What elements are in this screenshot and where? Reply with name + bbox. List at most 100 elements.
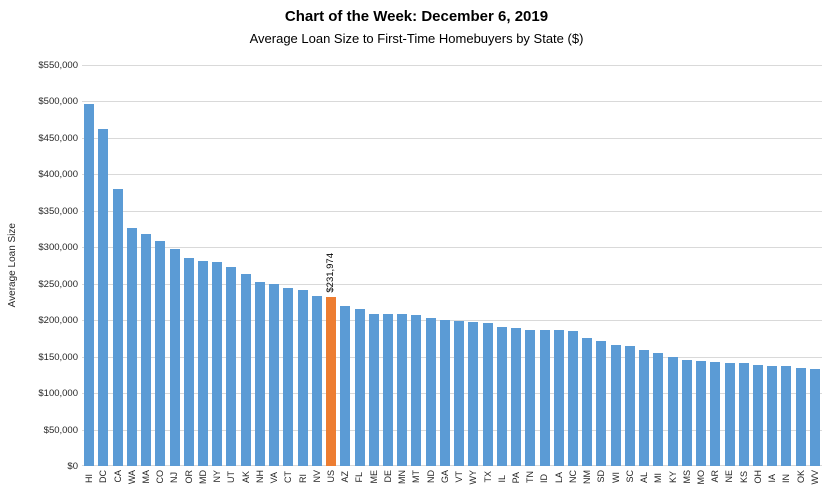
x-tick-label-WI: WI — [610, 472, 621, 483]
bar-MI — [653, 353, 664, 466]
bar-US — [326, 296, 337, 466]
x-tick-label-WV: WV — [809, 470, 820, 485]
bar-MA — [141, 234, 152, 466]
bar-KY — [667, 357, 678, 466]
bar-GA — [439, 320, 450, 466]
bar-CT — [283, 288, 294, 466]
bar-IN — [781, 366, 792, 466]
gridline — [82, 65, 822, 66]
x-tick-label-MI: MI — [653, 473, 664, 483]
x-tick-label-SC: SC — [624, 470, 635, 483]
bar-FL — [354, 308, 365, 466]
gridline — [82, 393, 822, 395]
bar-RI — [297, 290, 308, 466]
y-tick-label: $200,000 — [38, 315, 78, 327]
gridline — [82, 356, 822, 358]
x-tick-label-AR: AR — [710, 470, 721, 483]
bar-NY — [212, 261, 223, 466]
bar-VT — [454, 320, 465, 466]
y-tick-label: $550,000 — [38, 60, 78, 71]
x-tick-label-HI: HI — [84, 474, 95, 483]
bar-OK — [795, 368, 806, 466]
bar-MN — [397, 314, 408, 466]
bar-DC — [98, 129, 109, 466]
x-tick-label-AL: AL — [639, 471, 650, 483]
gridline — [82, 101, 822, 103]
x-tick-label-GA: GA — [439, 470, 450, 484]
bar-SD — [596, 340, 607, 466]
y-tick-label: $400,000 — [38, 169, 78, 181]
bar-AR — [710, 361, 721, 466]
bar-MO — [696, 361, 707, 466]
x-tick-label-MT: MT — [411, 470, 422, 483]
bar-TX — [482, 323, 493, 466]
gridline — [82, 137, 822, 139]
x-tick-label-SD: SD — [596, 470, 607, 483]
chart-subtitle: Average Loan Size to First-Time Homebuye… — [249, 31, 584, 46]
bar-NC — [567, 331, 578, 466]
x-tick-label-MA: MA — [141, 470, 152, 484]
highlight-bar-value-label: $231,974 — [325, 253, 337, 293]
x-tick-label-NC: NC — [567, 470, 578, 483]
x-tick-label-DE: DE — [382, 470, 393, 483]
bar-TN — [525, 329, 536, 466]
bar-AL — [639, 350, 650, 466]
x-tick-label-IL: IL — [496, 475, 507, 483]
x-tick-label-CA: CA — [112, 470, 123, 483]
x-tick-label-RI: RI — [297, 474, 308, 483]
x-tick-label-KY: KY — [667, 470, 678, 483]
x-tick-label-CT: CT — [283, 471, 294, 483]
x-tick-label-KS: KS — [738, 470, 749, 483]
x-tick-label-MS: MS — [681, 470, 692, 484]
x-tick-label-IA: IA — [767, 474, 778, 483]
x-tick-label-TX: TX — [482, 471, 493, 483]
y-tick-label: $500,000 — [38, 96, 78, 108]
x-tick-label-OK: OK — [795, 470, 806, 484]
x-tick-label-AK: AK — [240, 470, 251, 483]
x-tick-label-TN: TN — [525, 471, 536, 483]
y-tick-label: $100,000 — [38, 388, 78, 400]
y-tick-label: $300,000 — [38, 242, 78, 254]
gridline — [82, 283, 822, 285]
x-tick-label-VT: VT — [454, 471, 465, 483]
gridline — [82, 429, 822, 431]
bar-UT — [226, 267, 237, 466]
y-tick-label: $250,000 — [38, 278, 78, 290]
bar-WA — [126, 227, 137, 466]
x-tick-label-MO: MO — [696, 470, 707, 485]
bar-OH — [752, 364, 763, 466]
y-axis-tick-labels: $0 $50,000 $100,000 $150,000 $200,000 $250,00… — [0, 0, 78, 499]
x-tick-label-NH: NH — [254, 470, 265, 483]
bar-OR — [183, 257, 194, 466]
y-tick-label: $150,000 — [38, 351, 78, 363]
bar-WV — [809, 369, 820, 466]
gridline — [82, 247, 822, 249]
bar-CA — [112, 188, 123, 466]
bar-NV — [311, 296, 322, 466]
bar-ND — [425, 318, 436, 466]
x-tick-label-IN: IN — [781, 474, 792, 483]
bar-CO — [155, 240, 166, 466]
x-tick-label-MD: MD — [197, 470, 208, 484]
bar-WI — [610, 345, 621, 466]
bar-LA — [553, 330, 564, 466]
bar-MS — [681, 359, 692, 466]
bar-MT — [411, 315, 422, 466]
gridline — [82, 465, 822, 466]
x-tick-label-WA: WA — [126, 470, 137, 485]
bar-NM — [582, 337, 593, 466]
bar-WY — [468, 322, 479, 466]
gridline — [82, 320, 822, 322]
chart-title: Chart of the Week: December 6, 2019 — [284, 8, 549, 25]
bar-KS — [738, 363, 749, 466]
x-tick-label-NV: NV — [311, 470, 322, 483]
bar-PA — [511, 328, 522, 466]
y-tick-label: $0 — [67, 461, 78, 472]
x-tick-label-AZ: AZ — [340, 471, 351, 483]
x-tick-label-WY: WY — [468, 470, 479, 485]
x-tick-label-OR: OR — [183, 470, 194, 484]
bar-IL — [496, 326, 507, 466]
y-tick-label: $450,000 — [38, 132, 78, 144]
bar-HI — [84, 103, 95, 466]
